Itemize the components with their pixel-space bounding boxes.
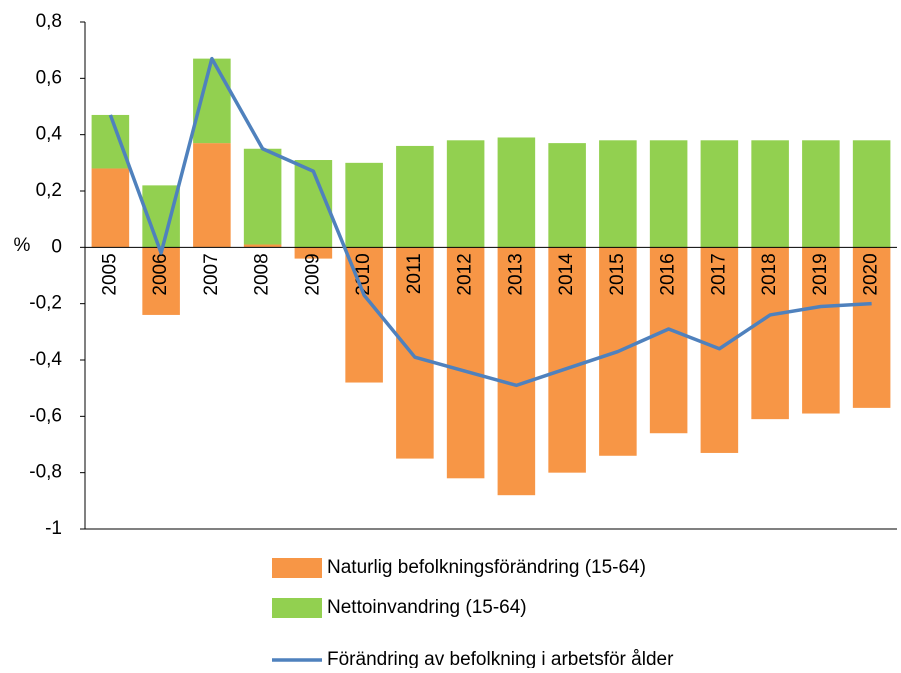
x-tick-label: 2016 xyxy=(658,253,679,295)
x-tick-label: 2017 xyxy=(708,253,729,295)
bar xyxy=(751,140,789,248)
legend-label: Naturlig befolkningsförändring (15-64) xyxy=(327,557,646,578)
bar xyxy=(396,145,434,248)
y-tick-label: -1 xyxy=(45,518,62,539)
legend-swatch xyxy=(272,598,322,618)
x-tick-label: 2020 xyxy=(861,253,882,295)
bar xyxy=(599,140,637,248)
y-tick-label: 0,8 xyxy=(36,11,62,32)
y-tick-label: -0,4 xyxy=(29,349,62,370)
x-tick-label: 2008 xyxy=(252,253,273,295)
y-tick-label: 0 xyxy=(51,236,62,257)
y-tick-label: -0,8 xyxy=(29,462,62,483)
x-tick-label: 2012 xyxy=(455,253,476,295)
x-tick-label: 2011 xyxy=(404,253,425,294)
bar xyxy=(700,140,739,248)
bar xyxy=(446,140,485,248)
x-tick-label: 2019 xyxy=(810,253,831,295)
x-tick-label: 2005 xyxy=(99,253,120,295)
y-tick-label: -0,2 xyxy=(29,293,62,314)
x-tick-label: 2006 xyxy=(150,253,171,295)
legend-label: Nettoinvandring (15-64) xyxy=(327,597,527,618)
bar xyxy=(345,162,383,248)
x-tick-label: 2007 xyxy=(201,253,222,295)
bar xyxy=(193,143,231,248)
bar xyxy=(649,140,688,248)
bar xyxy=(548,247,586,473)
y-tick-label: 0,4 xyxy=(36,124,63,145)
line xyxy=(108,56,872,388)
y-axis-label: % xyxy=(14,235,31,256)
y-tick-label: 0,2 xyxy=(36,180,62,201)
bar xyxy=(91,168,130,248)
bar xyxy=(802,247,840,414)
x-tick-label: 2015 xyxy=(607,253,628,295)
bar xyxy=(193,58,231,144)
bar xyxy=(497,247,536,496)
bar xyxy=(243,244,282,248)
x-tick-label: 2009 xyxy=(302,253,323,295)
legend-swatch xyxy=(272,558,322,578)
bar xyxy=(751,247,789,420)
x-tick-label: 2014 xyxy=(556,253,577,296)
bar xyxy=(852,247,891,408)
bar xyxy=(91,114,130,169)
bar xyxy=(243,148,282,245)
y-tick-label: -0,6 xyxy=(29,405,62,426)
bar xyxy=(345,247,383,383)
bar xyxy=(142,247,180,315)
bar xyxy=(446,247,485,479)
bar xyxy=(852,140,891,248)
bar xyxy=(294,247,333,259)
bar xyxy=(548,143,586,248)
bar xyxy=(396,247,434,459)
bar xyxy=(649,247,688,434)
bar xyxy=(802,140,840,248)
legend-label: Förändring av befolkning i arbetsför åld… xyxy=(327,649,674,668)
x-tick-label: 2013 xyxy=(505,253,526,295)
bar xyxy=(497,137,536,248)
y-tick-label: 0,6 xyxy=(36,67,62,88)
x-tick-label: 2018 xyxy=(759,253,780,295)
